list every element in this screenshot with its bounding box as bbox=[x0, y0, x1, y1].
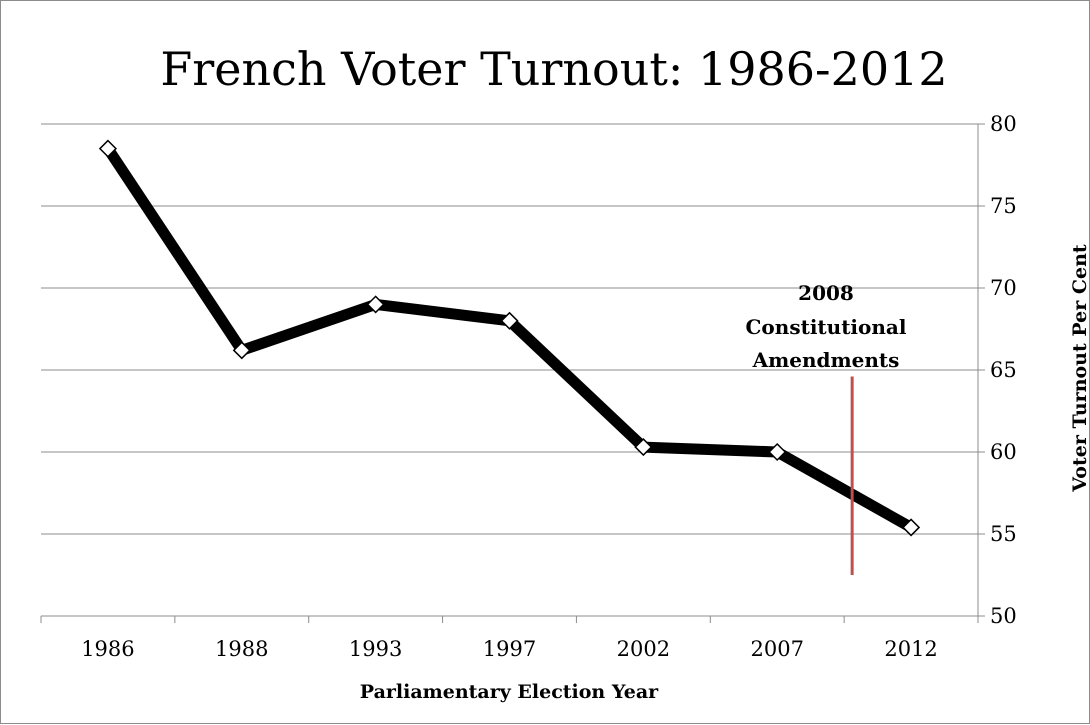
x-tick-label-1986: 1986 bbox=[81, 637, 134, 661]
annotation-line-1: 2008 bbox=[798, 281, 854, 305]
y-tick-label-50: 50 bbox=[990, 604, 1017, 628]
y-tick-label-65: 65 bbox=[990, 358, 1017, 382]
data-point-2002 bbox=[634, 438, 653, 457]
y-tick-label-55: 55 bbox=[990, 522, 1017, 546]
annotation-line-3: Amendments bbox=[752, 348, 900, 372]
x-axis-title: Parliamentary Election Year bbox=[360, 681, 659, 703]
x-tick-label-2007: 2007 bbox=[750, 637, 803, 661]
y-axis-title: Voter Turnout Per Cent bbox=[1069, 244, 1090, 493]
axes bbox=[40, 124, 985, 623]
data-point-2012 bbox=[902, 518, 921, 537]
data-point-1993 bbox=[366, 295, 385, 314]
data-point-1988 bbox=[232, 341, 251, 360]
y-tick-label-60: 60 bbox=[990, 440, 1017, 464]
data-point-1997 bbox=[500, 311, 519, 330]
y-tick-labels: 50 55 60 65 70 75 80 bbox=[990, 112, 1017, 628]
x-tick-labels: 1986 1988 1993 1997 2002 2007 2012 bbox=[81, 637, 938, 661]
data-point-markers bbox=[98, 139, 921, 537]
data-point-2007 bbox=[768, 442, 787, 462]
x-tick-label-1988: 1988 bbox=[215, 637, 268, 661]
y-tick-label-70: 70 bbox=[990, 276, 1017, 300]
y-tick-label-75: 75 bbox=[990, 194, 1017, 218]
x-tick-label-2002: 2002 bbox=[617, 637, 670, 661]
x-tick-label-2012: 2012 bbox=[884, 637, 937, 661]
y-tick-label-80: 80 bbox=[990, 112, 1017, 136]
chart-title: French Voter Turnout: 1986-2012 bbox=[160, 42, 947, 96]
x-tick-label-1993: 1993 bbox=[349, 637, 402, 661]
data-point-1986 bbox=[98, 139, 117, 158]
annotation-2008: 2008 Constitutional Amendments bbox=[746, 281, 907, 575]
annotation-line-2: Constitutional bbox=[746, 315, 907, 339]
x-tick-label-1997: 1997 bbox=[483, 637, 536, 661]
